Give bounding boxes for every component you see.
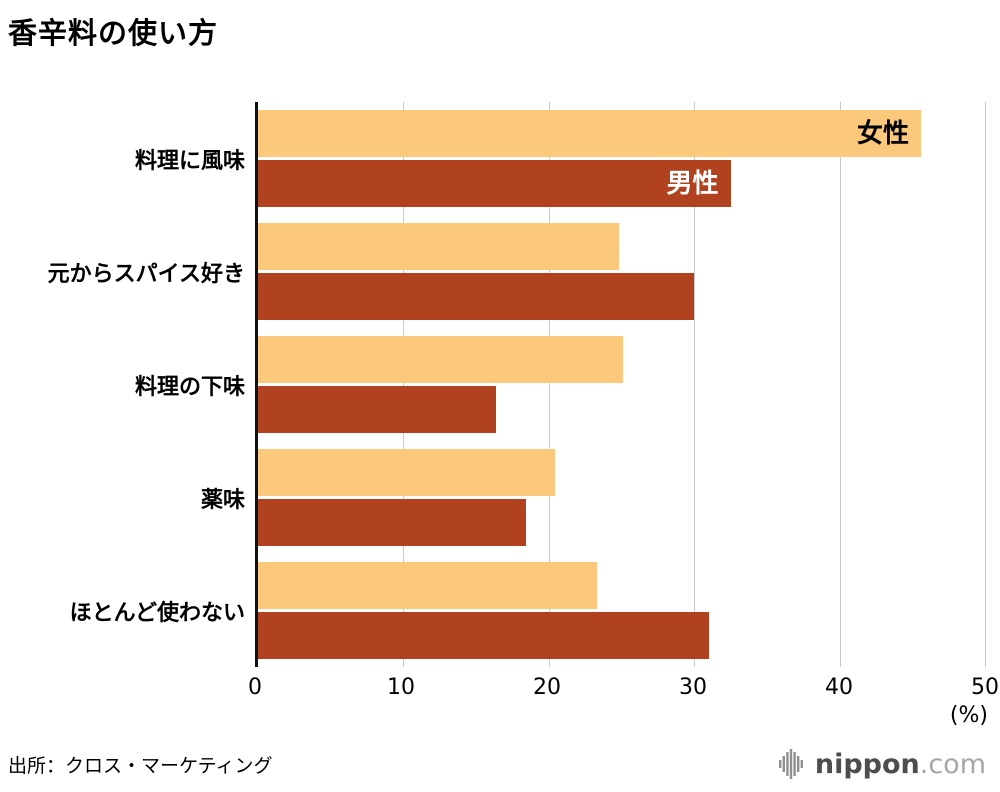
bar-female xyxy=(258,449,555,496)
category-label: 薬味 xyxy=(200,487,245,513)
gridline xyxy=(839,102,841,667)
x-axis: 0 10 20 30 40 50 xyxy=(248,667,999,700)
bar-male xyxy=(258,273,695,320)
x-tick-label: 0 xyxy=(248,675,262,700)
gridline xyxy=(548,102,550,667)
category-row: 料理に風味 女性男性 xyxy=(135,102,985,215)
chart-title: 香辛料の使い方 xyxy=(8,16,219,50)
soundwave-icon xyxy=(778,748,807,780)
series-label-female: 女性 xyxy=(857,118,910,149)
gridline xyxy=(985,102,986,667)
nippon-logo: nippon.com xyxy=(778,748,986,780)
category-label: 料理に風味 xyxy=(134,148,245,174)
plot-area: 料理に風味 女性男性元からスパイス好き料理の下味薬味ほとんど使わない xyxy=(48,102,986,667)
bar-chart: 料理に風味 女性男性元からスパイス好き料理の下味薬味ほとんど使わない 0 10 20 3… xyxy=(0,102,1000,728)
bar-male: 男性 xyxy=(258,160,731,207)
bar-male xyxy=(258,612,709,659)
bar-male xyxy=(258,499,526,546)
x-tick-label: 30 xyxy=(679,675,707,700)
bar-female xyxy=(258,336,623,383)
gridline xyxy=(403,102,405,667)
category-label: ほとんど使わない xyxy=(69,600,245,626)
category-row: ほとんど使わない xyxy=(70,554,985,667)
bar-male xyxy=(258,386,497,433)
x-tick-label: 20 xyxy=(533,675,561,700)
source-note: 出所：クロス・マーケティング xyxy=(8,754,273,777)
logo-brand: nippon xyxy=(814,748,920,780)
category-label: 元からスパイス好き xyxy=(47,261,245,287)
x-tick-label: 10 xyxy=(387,675,415,700)
category-row: 料理の下味 xyxy=(135,328,985,441)
logo-suffix: .com xyxy=(919,748,986,780)
footer: 出所：クロス・マーケティング nippon.com xyxy=(0,748,1000,780)
bar-female: 女性 xyxy=(258,110,922,157)
gridline xyxy=(694,102,696,667)
x-tick-label: 40 xyxy=(825,675,853,700)
logo-text: nippon.com xyxy=(815,751,986,778)
series-label-male: 男性 xyxy=(666,168,719,199)
category-label: 料理の下味 xyxy=(134,374,245,400)
category-row: 元からスパイス好き xyxy=(48,215,985,328)
x-axis-unit-label: (%) xyxy=(949,703,988,728)
x-tick-label: 50 xyxy=(971,675,999,700)
bar-female xyxy=(258,223,619,270)
category-row: 薬味 xyxy=(201,441,985,554)
bar-female xyxy=(258,562,597,609)
